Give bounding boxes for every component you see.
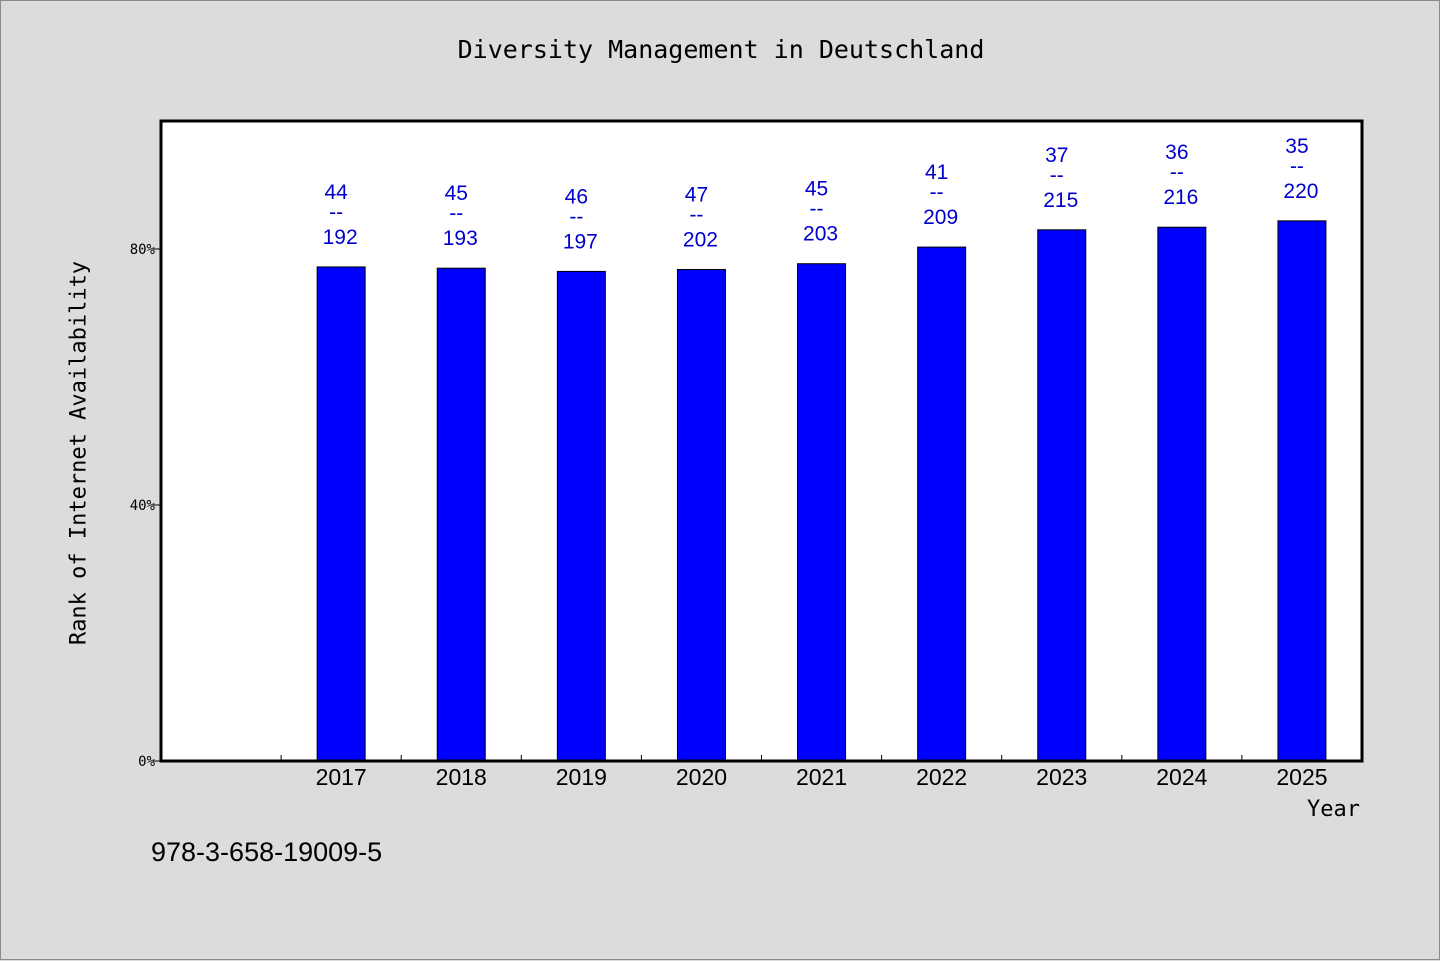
bar-2019 <box>556 270 606 762</box>
y-tick-label-80: 80% <box>130 242 156 258</box>
bar-2024 <box>1157 226 1207 762</box>
data-label-bottom-2021: 203 <box>803 223 838 246</box>
data-label-top-2017: 44 <box>324 181 348 204</box>
data-label-separator-2019: -- <box>569 205 583 228</box>
data-label-bottom-2017: 192 <box>323 226 358 249</box>
data-label-separator-2023: -- <box>1050 164 1064 187</box>
data-label-top-2020: 47 <box>685 183 708 206</box>
data-label-bottom-2019: 197 <box>563 230 598 253</box>
data-label-top-2019: 46 <box>565 185 588 208</box>
x-tick-label-2024: 2024 <box>1156 764 1207 790</box>
bar-2023 <box>1037 229 1087 762</box>
data-label-top-2024: 36 <box>1165 141 1188 164</box>
y-tick-label-0: 0% <box>138 754 155 770</box>
x-axis-label: Year <box>1307 797 1360 822</box>
bar-2025 <box>1277 220 1327 762</box>
data-label-bottom-2023: 215 <box>1043 189 1078 212</box>
data-label-top-2022: 41 <box>925 161 948 184</box>
data-label-top-2023: 37 <box>1045 144 1068 167</box>
x-tick-label-2022: 2022 <box>916 764 967 790</box>
y-tick-label-40: 40% <box>130 498 156 514</box>
x-tick-label-2023: 2023 <box>1036 764 1087 790</box>
bar-2022 <box>917 246 967 762</box>
data-label-separator-2020: -- <box>689 203 703 226</box>
data-label-separator-2021: -- <box>810 198 824 221</box>
data-label-separator-2024: -- <box>1170 161 1184 184</box>
x-tick-label-2017: 2017 <box>316 764 367 790</box>
data-label-separator-2018: -- <box>449 202 463 225</box>
data-label-separator-2025: -- <box>1290 155 1304 178</box>
data-label-bottom-2020: 202 <box>683 228 718 251</box>
data-label-bottom-2018: 193 <box>443 227 478 250</box>
bar-2020 <box>676 268 726 762</box>
x-tick-label-2018: 2018 <box>436 764 487 790</box>
x-tick-label-2019: 2019 <box>556 764 607 790</box>
x-tick-label-2020: 2020 <box>676 764 727 790</box>
data-label-separator-2022: -- <box>930 181 944 204</box>
chart-title: Diversity Management in Deutschland <box>457 35 985 64</box>
x-tick-label-2021: 2021 <box>796 764 847 790</box>
isbn-text: 978-3-658-19009-5 <box>151 837 383 867</box>
data-label-bottom-2024: 216 <box>1163 186 1198 209</box>
bar-2018 <box>436 267 486 762</box>
bar-2017 <box>316 266 366 762</box>
data-label-bottom-2025: 220 <box>1283 180 1318 203</box>
bar-2021 <box>797 263 847 762</box>
data-label-top-2025: 35 <box>1285 135 1308 158</box>
data-label-top-2018: 45 <box>445 182 468 205</box>
x-tick-label-2025: 2025 <box>1276 764 1327 790</box>
data-label-top-2021: 45 <box>805 178 828 201</box>
data-label-bottom-2022: 209 <box>923 206 958 229</box>
data-label-separator-2017: -- <box>329 201 343 224</box>
